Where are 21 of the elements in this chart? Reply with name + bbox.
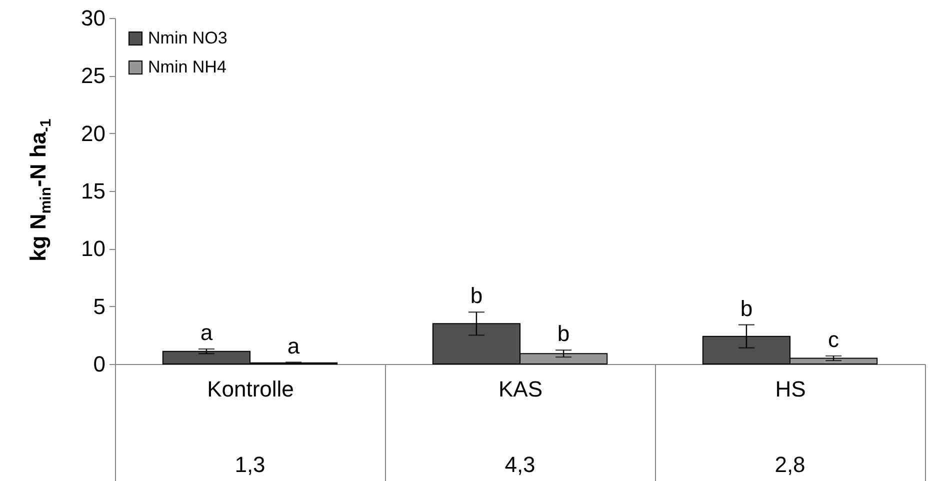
legend-label: Nmin NO3 xyxy=(148,28,228,48)
y-tick-label: 30 xyxy=(81,6,106,30)
y-tick-label: 5 xyxy=(93,294,106,319)
y-tick-label: 20 xyxy=(81,120,106,146)
annotation: b xyxy=(470,283,483,308)
text: 2,8 xyxy=(774,452,806,477)
y-tick-label: 0 xyxy=(93,352,106,376)
annotation: a xyxy=(287,333,300,358)
text: 4,3 xyxy=(504,452,536,477)
annotation: b xyxy=(557,321,570,346)
x-tick-label: Kontrolle xyxy=(207,376,294,402)
annotation: c xyxy=(828,326,840,352)
y-tick-label: 10 xyxy=(81,236,106,262)
y-tick-label: 15 xyxy=(81,178,106,204)
text: 1,3 xyxy=(234,452,266,477)
annotation: a xyxy=(200,320,214,346)
x-tick-label: KAS xyxy=(498,376,543,402)
y-tick-label: 25 xyxy=(81,63,106,88)
x-tick-label: HS xyxy=(775,376,806,402)
legend-label: Nmin NH4 xyxy=(148,58,226,76)
annotation: b xyxy=(740,296,753,321)
